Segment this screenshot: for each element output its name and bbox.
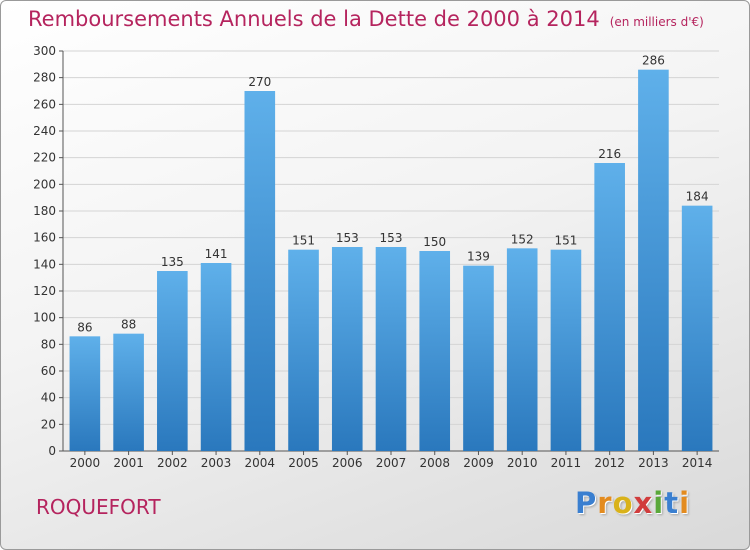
y-tick-label: 80 xyxy=(41,337,56,351)
value-label-2000: 86 xyxy=(77,320,92,334)
x-tick-label-2001: 2001 xyxy=(113,456,144,470)
y-tick-label: 60 xyxy=(41,364,56,378)
value-label-2013: 286 xyxy=(642,54,665,68)
logo-letter: t xyxy=(664,486,680,520)
bar-2013 xyxy=(638,69,669,452)
x-tick-label-2000: 2000 xyxy=(70,456,101,470)
bar-2008 xyxy=(419,251,451,451)
bar-2011 xyxy=(550,249,582,451)
value-label-2014: 184 xyxy=(686,190,709,204)
logo-letter: r xyxy=(597,486,613,520)
y-tick-label: 180 xyxy=(33,204,56,218)
value-label-2010: 152 xyxy=(511,232,534,246)
x-tick-label-2014: 2014 xyxy=(682,456,713,470)
value-labels: 86 88 135 141 270 151 153 153 150 139 152 151 216 286… xyxy=(77,54,708,335)
logo-letter: P xyxy=(575,486,598,520)
bar-2006 xyxy=(331,247,363,451)
y-tick-label: 280 xyxy=(33,71,56,85)
y-tick-label: 160 xyxy=(33,231,56,245)
y-tick-label: 100 xyxy=(33,311,56,325)
logo-letter: o xyxy=(612,486,634,520)
x-tick-label-2004: 2004 xyxy=(245,456,276,470)
x-tick-label-2006: 2006 xyxy=(332,456,363,470)
logo-letter: i xyxy=(679,486,691,520)
x-tick-label-2013: 2013 xyxy=(638,456,669,470)
y-tick-label: 40 xyxy=(41,391,56,405)
y-tick-label: 20 xyxy=(41,417,56,431)
x-tick-label-2003: 2003 xyxy=(201,456,232,470)
x-tick-label-2007: 2007 xyxy=(376,456,407,470)
x-tick-label-2011: 2011 xyxy=(551,456,582,470)
chart-subtitle: (en milliers d'€) xyxy=(609,15,704,29)
bar-2007 xyxy=(375,247,407,451)
bar-2003 xyxy=(200,263,232,451)
x-tick-label-2008: 2008 xyxy=(419,456,450,470)
x-tick-label-2002: 2002 xyxy=(157,456,188,470)
bars xyxy=(69,69,713,452)
bar-2000 xyxy=(69,336,101,451)
y-tick-labels: 0 20 40 60 80 100 120 140 160 180 200 220 240 260 280 3… xyxy=(33,44,56,458)
y-tick-label: 120 xyxy=(33,284,56,298)
value-label-2009: 139 xyxy=(467,250,490,264)
value-label-2005: 151 xyxy=(292,234,315,248)
logo-letter: i xyxy=(653,486,665,520)
bar-2014 xyxy=(681,205,713,451)
value-label-2006: 153 xyxy=(336,231,359,245)
value-label-2004: 270 xyxy=(248,75,271,89)
x-tick-label-2012: 2012 xyxy=(594,456,625,470)
proxiti-logo: Proxiti xyxy=(575,486,690,520)
chart-title: Remboursements Annuels de la Dette de 20… xyxy=(28,7,704,31)
place-name: ROQUEFORT xyxy=(36,495,161,519)
bar-2009 xyxy=(463,265,494,451)
value-label-2002: 135 xyxy=(161,255,184,269)
x-tick-label-2009: 2009 xyxy=(463,456,494,470)
value-label-2012: 216 xyxy=(598,147,621,161)
logo-letter: x xyxy=(633,486,654,520)
x-tick-label-2005: 2005 xyxy=(288,456,319,470)
y-tick-label: 220 xyxy=(33,151,56,165)
y-tick-label: 200 xyxy=(33,177,56,191)
value-label-2011: 151 xyxy=(554,234,577,248)
value-label-2008: 150 xyxy=(423,235,446,249)
y-tick-label: 140 xyxy=(33,257,56,271)
bar-2010 xyxy=(506,248,538,451)
value-label-2003: 141 xyxy=(205,247,228,261)
bar-2001 xyxy=(113,333,144,451)
y-tick-label: 0 xyxy=(48,444,56,458)
value-label-2007: 153 xyxy=(380,231,403,245)
y-tick-label: 300 xyxy=(33,44,56,58)
chart-title-text: Remboursements Annuels de la Dette de 20… xyxy=(28,7,600,31)
bar-2002 xyxy=(157,271,188,451)
bar-2005 xyxy=(288,249,319,451)
y-tick-label: 260 xyxy=(33,97,56,111)
x-tick-labels: 2000 2001 2002 2003 2004 2005 2006 2007 2008 2009… xyxy=(70,456,713,470)
bar-2004 xyxy=(244,91,276,451)
bar-2012 xyxy=(594,163,625,451)
x-tick-label-2010: 2010 xyxy=(507,456,538,470)
y-tick-label: 240 xyxy=(33,124,56,138)
value-label-2001: 88 xyxy=(121,318,136,332)
